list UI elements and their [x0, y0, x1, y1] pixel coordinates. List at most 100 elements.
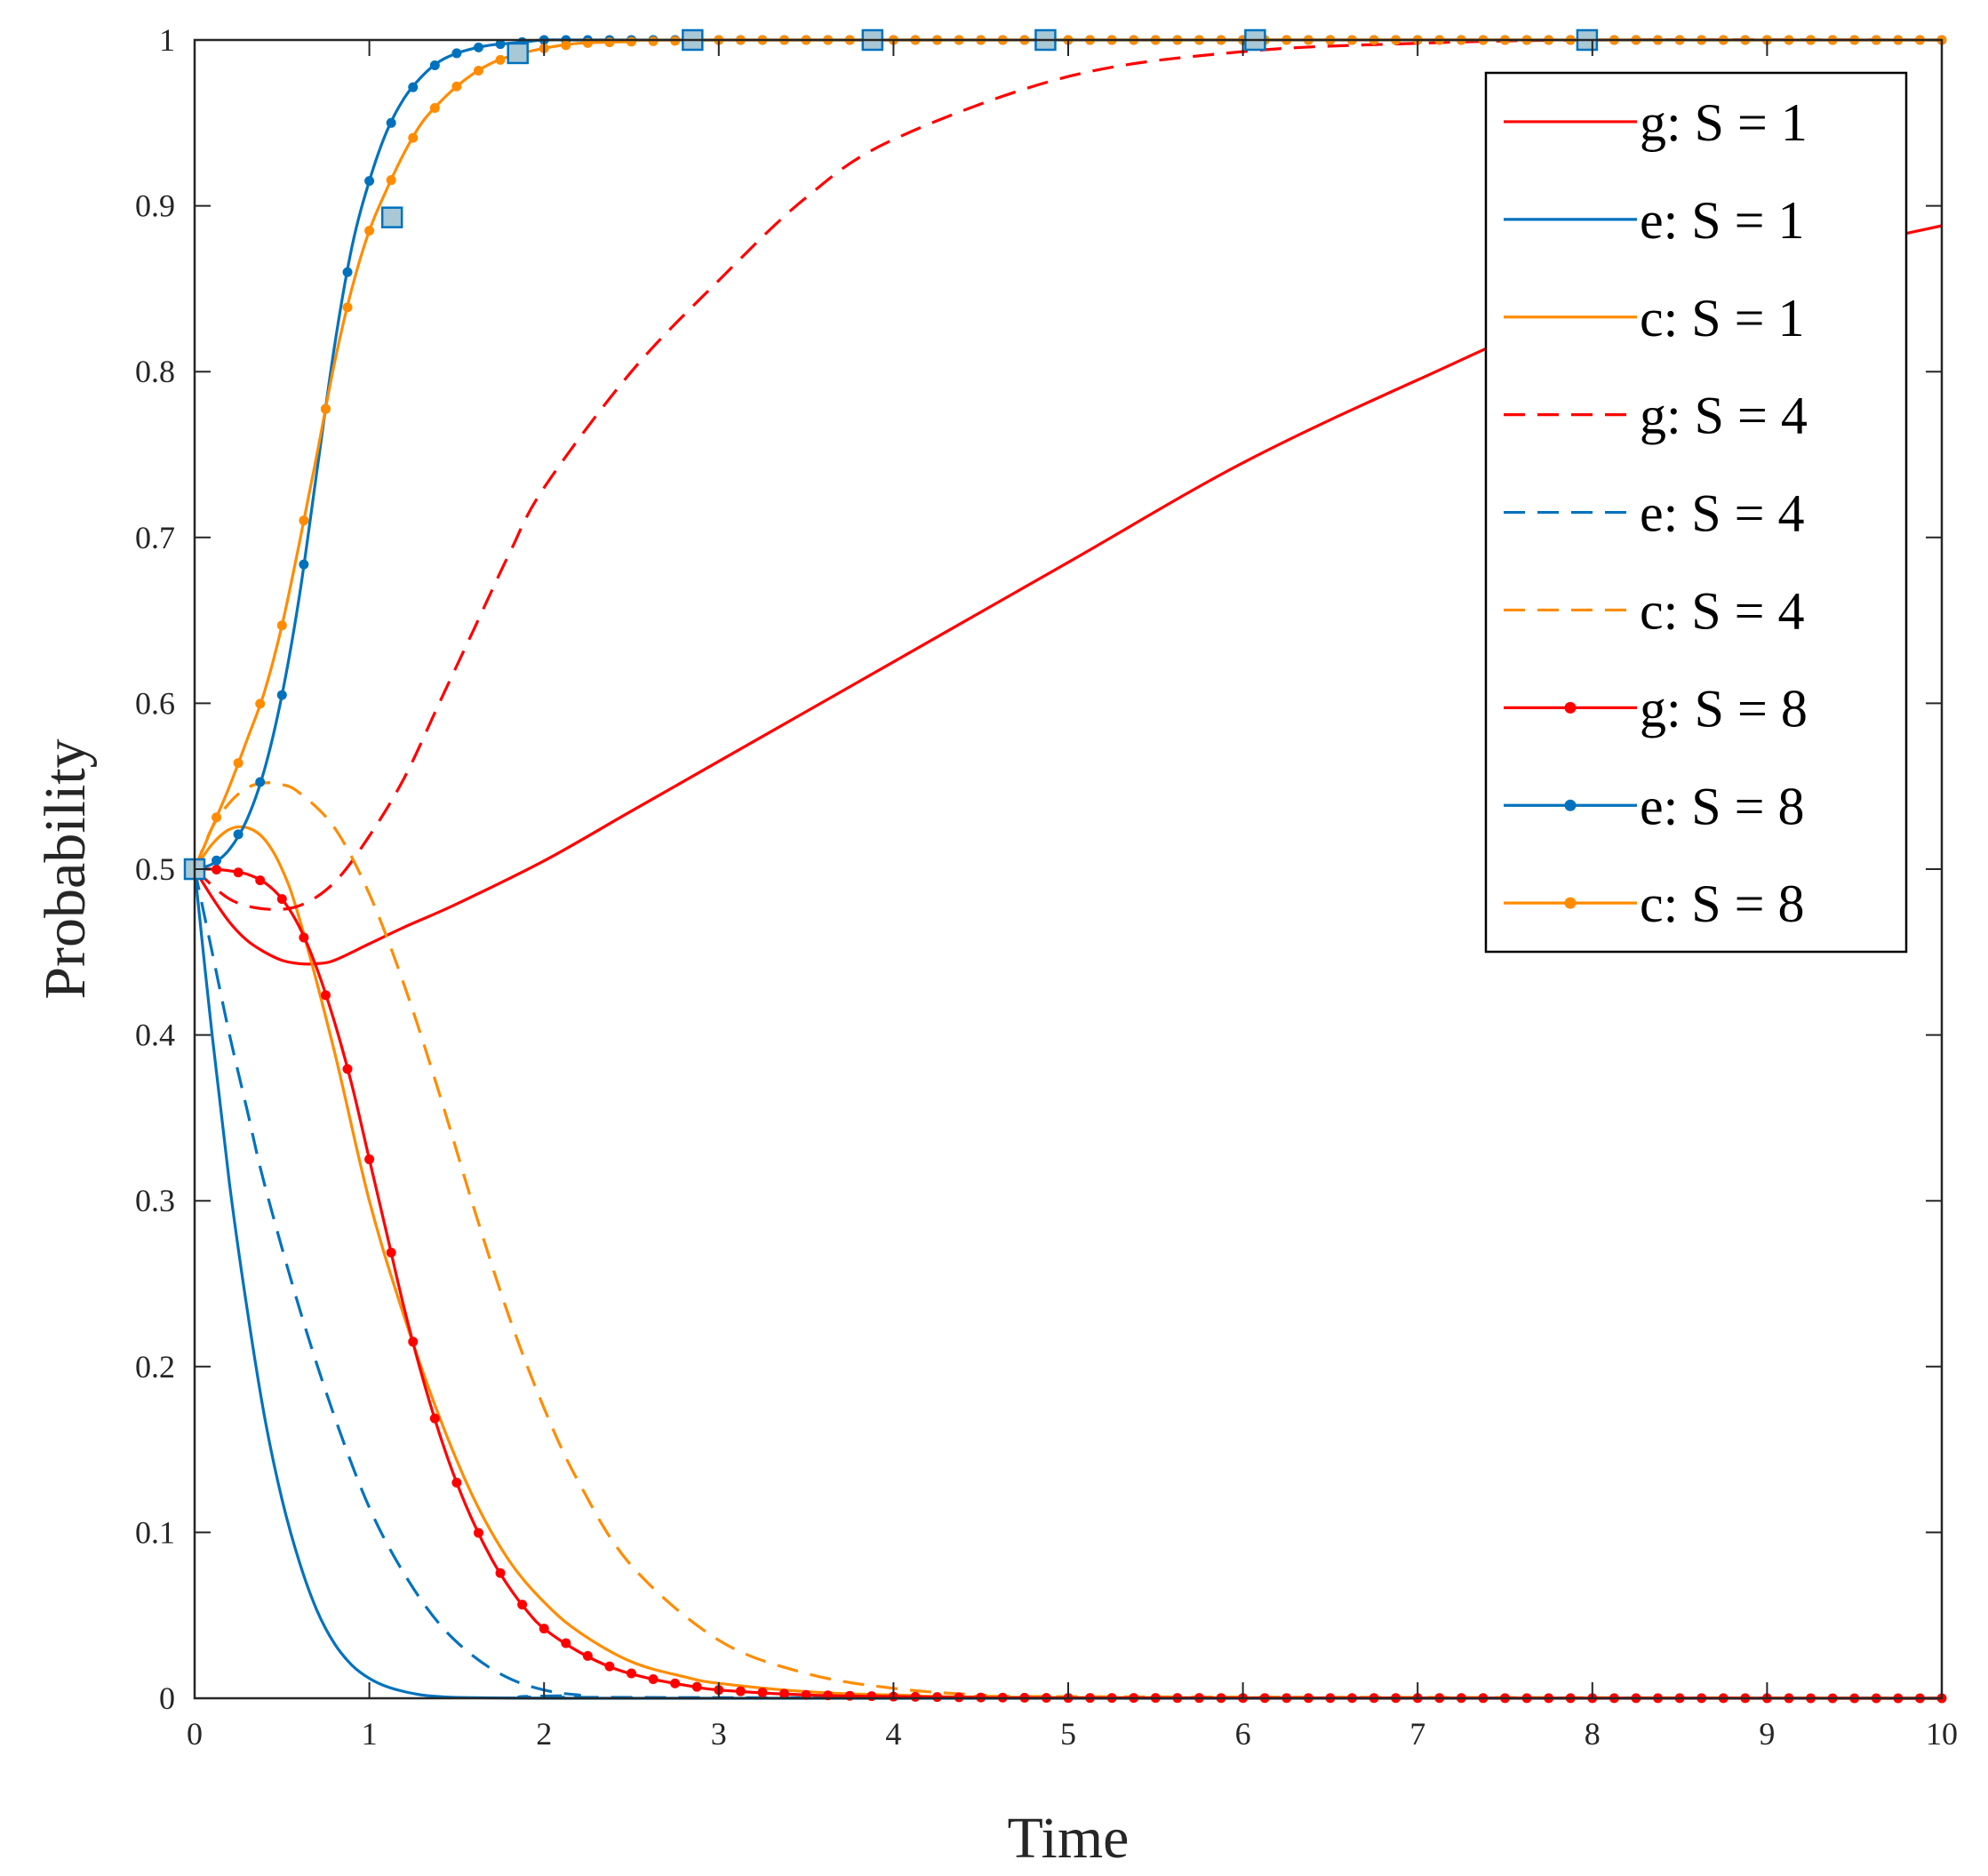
legend-marker — [1564, 897, 1577, 909]
legend-label: c: S = 1 — [1640, 289, 1805, 347]
y-tick-label: 0 — [159, 1680, 175, 1716]
legend-entry-g-s-1: g: S = 1 — [1504, 93, 1808, 152]
data-point — [866, 1691, 877, 1702]
data-point — [517, 1600, 528, 1610]
legend-label: e: S = 1 — [1640, 191, 1805, 250]
data-point — [451, 1477, 462, 1488]
data-point — [342, 267, 353, 277]
data-point — [473, 42, 483, 52]
legend-entry-g-s-8: g: S = 8 — [1504, 679, 1808, 738]
series-e-s-4 — [193, 868, 1943, 1700]
legend-entry-e-s-1: e: S = 1 — [1504, 191, 1805, 250]
data-point — [408, 1337, 419, 1347]
data-point — [212, 812, 222, 823]
legend-marker — [1564, 701, 1577, 714]
data-point — [386, 175, 396, 186]
legend-entry-g-s-4: g: S = 4 — [1504, 387, 1808, 445]
data-point — [212, 855, 222, 866]
data-point — [561, 40, 571, 51]
data-point — [364, 176, 375, 187]
legend-entry-c-s-4: c: S = 4 — [1504, 581, 1805, 640]
legend-label: g: S = 1 — [1640, 93, 1808, 152]
y-tick-label: 0.7 — [135, 520, 175, 555]
data-point — [779, 1688, 790, 1699]
data-point — [276, 894, 287, 905]
data-point — [473, 66, 483, 76]
data-point — [648, 36, 659, 46]
data-point — [386, 1248, 396, 1258]
legend-entry-c-s-1: c: S = 1 — [1504, 289, 1805, 347]
legend-label: c: S = 4 — [1640, 581, 1805, 640]
data-point — [233, 867, 244, 878]
legend-label: c: S = 8 — [1640, 874, 1805, 933]
data-point — [735, 1686, 746, 1696]
data-point — [233, 758, 244, 769]
legend-marker — [1564, 799, 1577, 811]
data-point — [320, 990, 331, 1001]
data-point — [429, 1413, 440, 1424]
x-tick-label: 10 — [1926, 1716, 1958, 1752]
x-tick-label: 8 — [1585, 1716, 1601, 1752]
square-marker — [380, 206, 403, 228]
data-point — [670, 1678, 681, 1688]
y-tick-label: 1 — [159, 22, 175, 58]
data-point — [276, 620, 287, 631]
x-tick-label: 2 — [536, 1716, 552, 1752]
data-point — [364, 1154, 375, 1165]
data-point — [473, 1528, 483, 1538]
data-point — [539, 1624, 549, 1634]
data-point — [561, 1638, 571, 1648]
data-point — [582, 1650, 593, 1661]
x-tick-label: 9 — [1759, 1716, 1775, 1752]
data-point — [429, 103, 440, 114]
x-axis-title: Time — [1008, 1806, 1130, 1871]
series-line — [193, 38, 1943, 912]
legend-entry-e-s-4: e: S = 4 — [1504, 484, 1805, 543]
legend-entry-e-s-8: e: S = 8 — [1504, 777, 1805, 835]
x-tick-label: 0 — [187, 1716, 203, 1752]
data-point — [691, 1681, 702, 1692]
x-tick-label: 1 — [362, 1716, 378, 1752]
data-point — [429, 60, 440, 70]
data-point — [342, 1064, 353, 1074]
axes-box — [193, 38, 1944, 1700]
y-tick-label: 0.2 — [135, 1349, 175, 1385]
square-marker — [507, 42, 529, 65]
y-axis-title: Probability — [33, 738, 98, 999]
data-point — [233, 829, 244, 840]
data-point — [255, 875, 266, 886]
data-point — [495, 1568, 506, 1578]
legend: g: S = 1 e: S = 1 c: S = 1 g: S = 4 e: S = 4… — [1484, 71, 1908, 954]
y-tick-label: 0.6 — [135, 685, 175, 721]
y-tick-label: 0.5 — [135, 851, 175, 887]
data-point — [299, 932, 309, 943]
data-point — [932, 1692, 943, 1703]
data-point — [364, 226, 375, 236]
data-point — [627, 1668, 636, 1679]
data-point — [299, 559, 309, 570]
x-tick-label: 3 — [711, 1716, 727, 1752]
series-line — [193, 224, 1943, 966]
data-point — [255, 777, 266, 787]
data-point — [320, 403, 331, 414]
legend-label: g: S = 4 — [1640, 387, 1808, 445]
y-tick-label: 0.9 — [135, 188, 175, 224]
data-point — [910, 1691, 921, 1702]
x-tick-label: 5 — [1060, 1716, 1076, 1752]
data-point — [299, 515, 309, 526]
x-tick-label: 4 — [885, 1716, 901, 1752]
data-point — [255, 699, 266, 709]
data-point — [408, 132, 419, 143]
y-tick-label: 0.4 — [135, 1018, 175, 1053]
data-point — [276, 690, 287, 700]
x-tick-label: 7 — [1409, 1716, 1425, 1752]
legend-entry-c-s-8: c: S = 8 — [1504, 874, 1805, 933]
data-point — [757, 1687, 768, 1697]
series-g-s-4 — [193, 38, 1943, 912]
data-point — [604, 1661, 615, 1672]
series-line — [193, 868, 1943, 1700]
y-tick-label: 0.8 — [135, 354, 175, 389]
data-point — [495, 54, 506, 65]
legend-label: e: S = 8 — [1640, 777, 1805, 835]
data-point — [451, 81, 462, 92]
